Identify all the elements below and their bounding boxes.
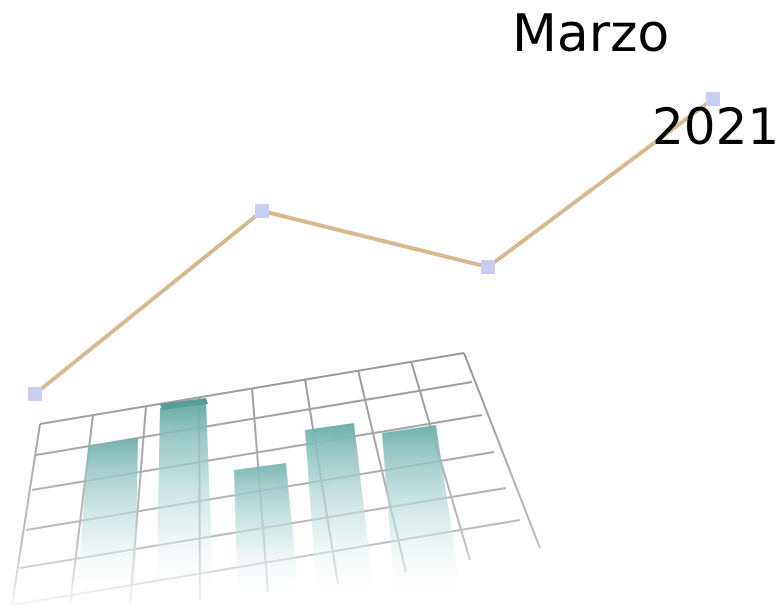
month-label: Marzo [512,4,670,64]
trend-line [33,97,715,396]
trend-point-2 [255,204,269,218]
trend-markers [28,92,720,401]
trend-point-1 [28,387,42,401]
trend-point-3 [481,260,495,274]
trend-point-4 [706,92,720,106]
year-label: 2021 [652,98,779,156]
grid-fade-overlay [0,380,560,610]
